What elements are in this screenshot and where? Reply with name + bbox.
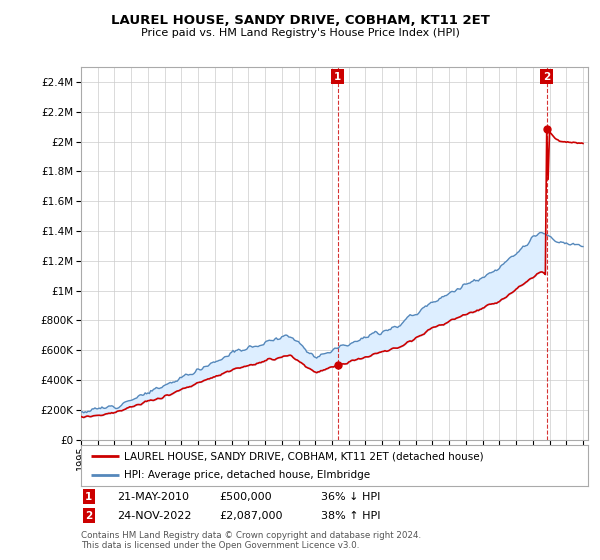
Text: 36% ↓ HPI: 36% ↓ HPI	[321, 492, 380, 502]
Text: 2: 2	[85, 511, 92, 521]
Text: £2,087,000: £2,087,000	[219, 511, 283, 521]
Text: Contains HM Land Registry data © Crown copyright and database right 2024.
This d: Contains HM Land Registry data © Crown c…	[81, 531, 421, 550]
Text: LAUREL HOUSE, SANDY DRIVE, COBHAM, KT11 2ET: LAUREL HOUSE, SANDY DRIVE, COBHAM, KT11 …	[110, 14, 490, 27]
Text: 38% ↑ HPI: 38% ↑ HPI	[321, 511, 380, 521]
Text: 1: 1	[334, 72, 341, 82]
Text: HPI: Average price, detached house, Elmbridge: HPI: Average price, detached house, Elmb…	[124, 470, 370, 480]
Text: Price paid vs. HM Land Registry's House Price Index (HPI): Price paid vs. HM Land Registry's House …	[140, 28, 460, 38]
Text: 2: 2	[543, 72, 550, 82]
Text: £500,000: £500,000	[219, 492, 272, 502]
Text: LAUREL HOUSE, SANDY DRIVE, COBHAM, KT11 2ET (detached house): LAUREL HOUSE, SANDY DRIVE, COBHAM, KT11 …	[124, 451, 484, 461]
Text: 24-NOV-2022: 24-NOV-2022	[117, 511, 191, 521]
Text: 21-MAY-2010: 21-MAY-2010	[117, 492, 189, 502]
Text: 1: 1	[85, 492, 92, 502]
